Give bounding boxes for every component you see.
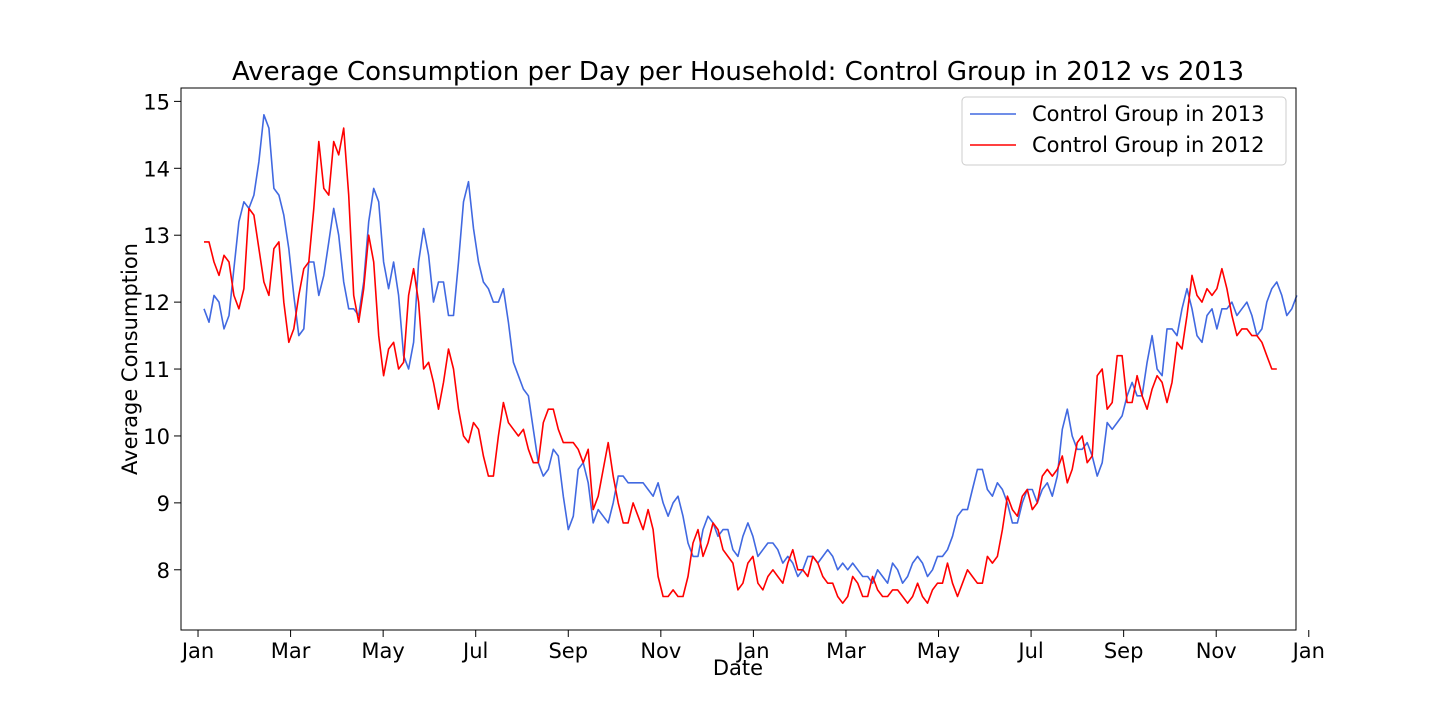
x-tick-label: May bbox=[361, 639, 404, 663]
y-tick-label: 8 bbox=[157, 559, 170, 583]
legend-box bbox=[961, 96, 1287, 166]
x-tick-label: Mar bbox=[271, 639, 311, 663]
series-line-2012 bbox=[204, 127, 1277, 604]
x-axis: Jan Mar May Jul Sep Nov Jan Mar May Jul Sep Nov Jan bbox=[180, 630, 1325, 663]
y-axis-label: Average Consumption bbox=[118, 243, 142, 475]
x-tick-label: Jan bbox=[1291, 639, 1325, 663]
x-tick-label: Nov bbox=[1196, 639, 1237, 663]
legend-label-2013: Control Group in 2013 bbox=[1032, 102, 1264, 126]
x-tick-label: May bbox=[917, 639, 960, 663]
x-tick-label: Jul bbox=[1016, 639, 1043, 663]
legend-label-2012: Control Group in 2012 bbox=[1032, 133, 1264, 157]
y-tick-label: 11 bbox=[143, 358, 170, 382]
legend: Control Group in 2013 Control Group in 2… bbox=[961, 96, 1287, 166]
x-tick-label: Mar bbox=[826, 639, 866, 663]
x-tick-label: Sep bbox=[1104, 639, 1144, 663]
series-line-2013 bbox=[203, 114, 1298, 584]
x-tick-label: Sep bbox=[548, 639, 588, 663]
plot-frame bbox=[180, 87, 1297, 631]
y-tick-label: 10 bbox=[143, 425, 170, 449]
x-tick-label: Jan bbox=[735, 639, 769, 663]
x-tick-label: Nov bbox=[640, 639, 681, 663]
plot-lines bbox=[203, 114, 1298, 604]
y-tick-label: 9 bbox=[157, 492, 170, 516]
y-tick-label: 12 bbox=[143, 291, 170, 315]
chart-title: Average Consumption per Day per Househol… bbox=[232, 57, 1244, 87]
y-axis: 8 9 10 11 12 13 14 15 bbox=[143, 90, 181, 583]
y-tick-label: 15 bbox=[143, 90, 170, 114]
x-tick-label: Jul bbox=[461, 639, 488, 663]
x-axis-label: Date bbox=[713, 656, 763, 680]
y-tick-label: 13 bbox=[143, 224, 170, 248]
x-tick-label: Jan bbox=[180, 639, 214, 663]
y-tick-label: 14 bbox=[143, 157, 170, 181]
